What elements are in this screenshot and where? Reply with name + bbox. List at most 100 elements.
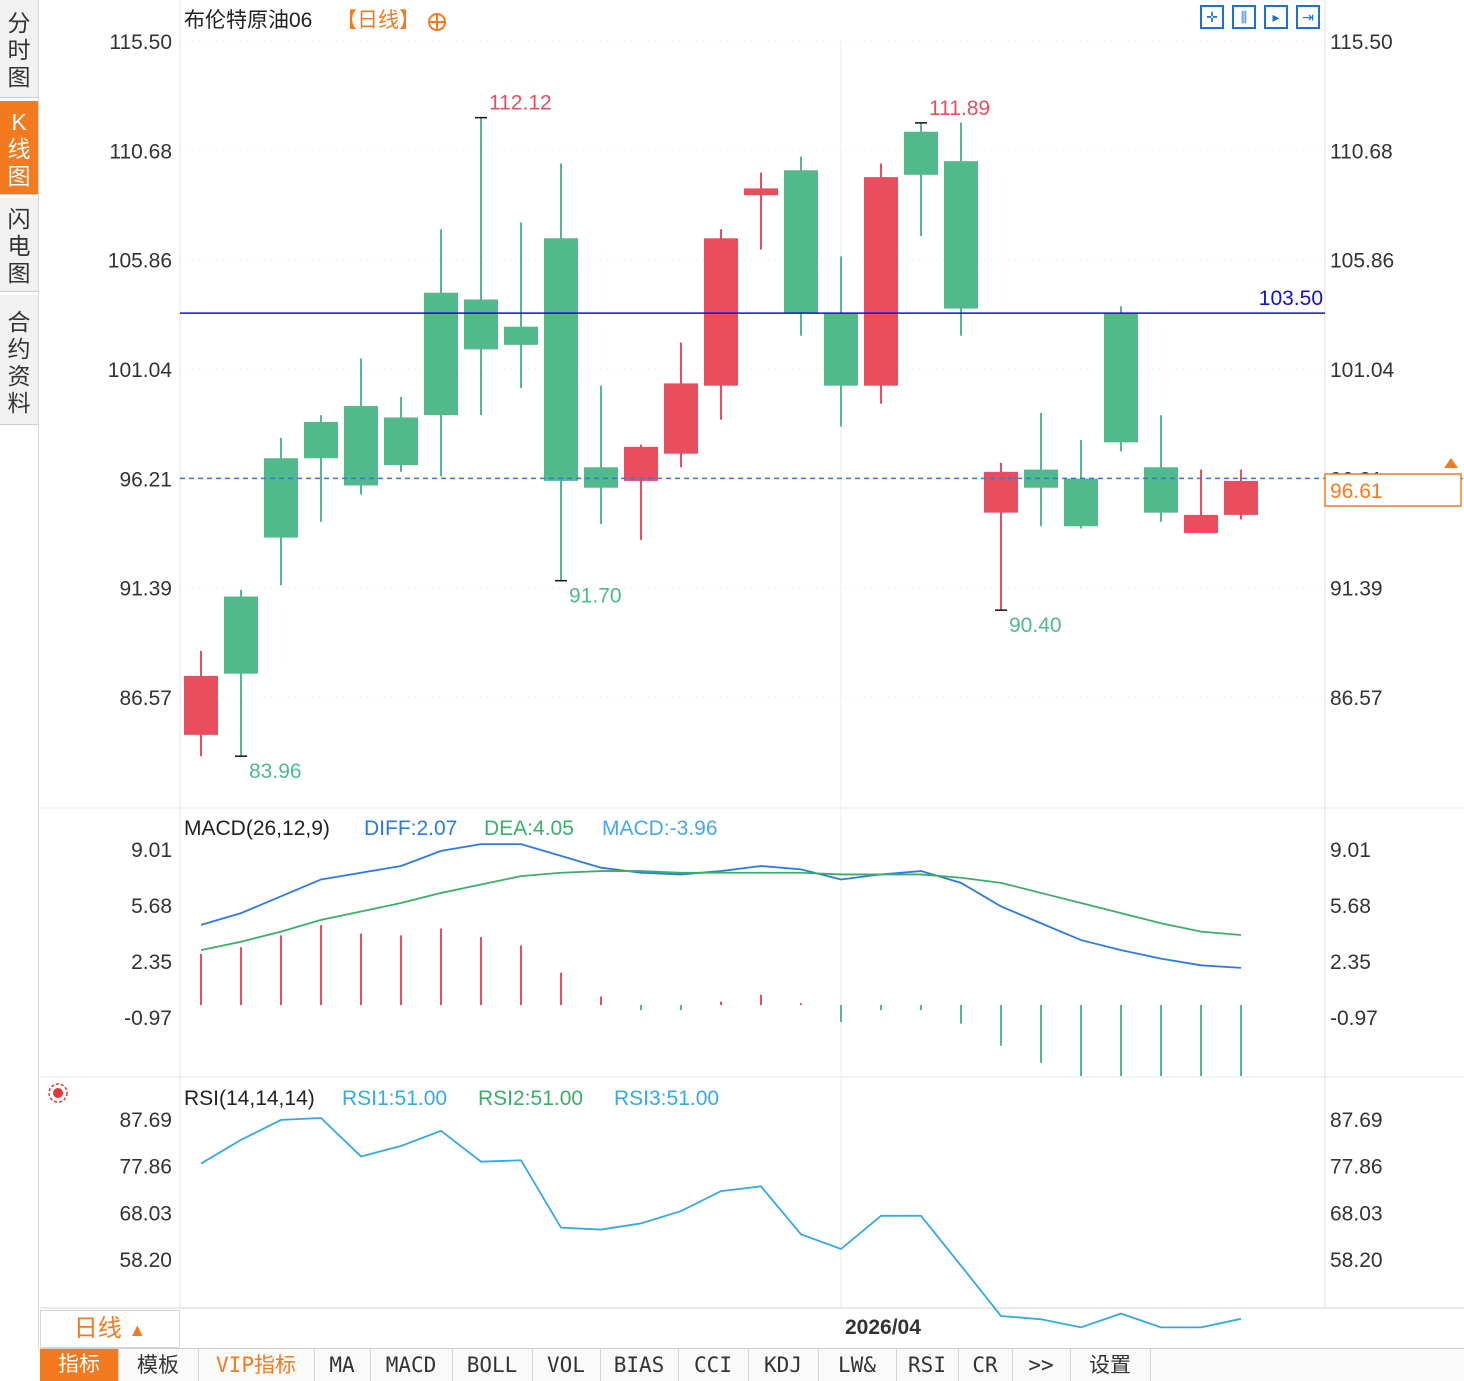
indicator-tab-bar: 指标 模板 VIP指标 MA MACD BOLL VOL BIAS CCI KDJ LW& RSI CR… bbox=[40, 1348, 1464, 1381]
rsi-tick-right: 58.20 bbox=[1330, 1249, 1383, 1272]
candle-body bbox=[464, 299, 498, 350]
rsi-tick-right: 77.86 bbox=[1330, 1156, 1383, 1179]
price-tick-right: 86.57 bbox=[1330, 687, 1383, 710]
candle-body bbox=[1224, 480, 1258, 515]
candle-next-icon[interactable]: ▸ bbox=[1264, 5, 1288, 29]
indicator-tab-8[interactable]: CCI bbox=[678, 1349, 749, 1381]
macd-dea-line bbox=[200, 870, 1242, 952]
price-tick-right: 105.86 bbox=[1330, 250, 1394, 273]
candle-body bbox=[1064, 478, 1098, 527]
rsi-tick-right: 87.69 bbox=[1330, 1109, 1383, 1132]
indicator-tab-13[interactable]: >> bbox=[1012, 1349, 1071, 1381]
date-label: 2026/04 bbox=[845, 1316, 921, 1339]
side-tab-label: 分时图 bbox=[7, 10, 31, 90]
macd-tick-right: 5.68 bbox=[1330, 895, 1371, 918]
indicator-tab-11[interactable]: RSI bbox=[896, 1349, 959, 1381]
candle-body bbox=[1024, 469, 1058, 488]
last-price-label: 96.61 bbox=[1330, 480, 1383, 503]
indicator-tab-4[interactable]: MACD bbox=[370, 1349, 453, 1381]
indicator-tab-0[interactable]: 指标 bbox=[40, 1349, 119, 1381]
macd-panel: 9.01 9.01 5.68 5.68 2.35 2.35 -0.97 -0.97 bbox=[124, 839, 1378, 1076]
candle-body bbox=[544, 238, 578, 481]
rsi2-label: RSI2:51.00 bbox=[478, 1087, 583, 1110]
goto-end-icon[interactable]: ⇥ bbox=[1296, 5, 1320, 29]
candle-zoom-icon[interactable]: ⫼ bbox=[1232, 5, 1256, 29]
price-tick-left: 105.86 bbox=[108, 250, 172, 273]
macd-diff-line bbox=[200, 843, 1242, 969]
price-tick-right: 110.68 bbox=[1330, 140, 1393, 163]
macd-diff-label: DIFF:2.07 bbox=[364, 817, 457, 840]
price-tick-left: 96.21 bbox=[119, 468, 172, 491]
sun-icon[interactable] bbox=[48, 1083, 68, 1103]
price-tick-left: 91.39 bbox=[119, 578, 172, 601]
macd-tick-left: 5.68 bbox=[131, 895, 172, 918]
kline-chart[interactable]: 112.12 111.89 83.96 91.70 90.40 103.50 9.01 9.… bbox=[0, 0, 1464, 1348]
side-tab-contract-info[interactable]: 合约资料 bbox=[0, 295, 38, 425]
candle-body bbox=[584, 467, 618, 488]
triangle-up-icon: ▲ bbox=[128, 1320, 147, 1340]
candle-body bbox=[224, 596, 258, 674]
indicator-tab-1[interactable]: 模板 bbox=[118, 1349, 199, 1381]
axis-labels: 115.50 115.50 110.68 110.68 105.86 105.86 101.… bbox=[108, 31, 1395, 710]
indicator-tab-6[interactable]: VOL bbox=[532, 1349, 601, 1381]
candle-body bbox=[944, 161, 978, 309]
rsi-line bbox=[200, 1117, 1242, 1329]
macd-tick-left: -0.97 bbox=[124, 1007, 172, 1030]
circle-plus-icon[interactable] bbox=[428, 13, 446, 31]
period-tag[interactable]: 【日线】 bbox=[336, 9, 420, 32]
extreme-label: 83.96 bbox=[249, 760, 302, 783]
price-tick-left: 86.57 bbox=[119, 687, 172, 710]
macd-tick-left: 2.35 bbox=[131, 951, 172, 974]
side-tab-label: 闪电图 bbox=[7, 206, 31, 286]
extreme-label: 91.70 bbox=[569, 585, 622, 608]
macd-tick-left: 9.01 bbox=[131, 839, 172, 862]
price-tick-right: 115.50 bbox=[1330, 31, 1393, 54]
candle-body bbox=[784, 170, 818, 314]
indicator-tab-2[interactable]: VIP指标 bbox=[198, 1349, 315, 1381]
macd-tick-right: 9.01 bbox=[1330, 839, 1371, 862]
extreme-label: 112.12 bbox=[489, 92, 552, 115]
indicator-tab-5[interactable]: BOLL bbox=[452, 1349, 533, 1381]
extreme-label: 90.40 bbox=[1009, 614, 1062, 637]
price-tick-right: 101.04 bbox=[1330, 359, 1395, 382]
candle-body bbox=[304, 421, 338, 459]
macd-value-label: MACD:-3.96 bbox=[602, 817, 718, 840]
crosshair-icon[interactable]: ✛ bbox=[1200, 5, 1224, 29]
candle-body bbox=[704, 238, 738, 386]
candle-body bbox=[424, 292, 458, 416]
rsi-tick-right: 68.03 bbox=[1330, 1202, 1383, 1225]
price-tick-left: 101.04 bbox=[108, 359, 173, 382]
candle-body bbox=[664, 383, 698, 454]
candle-body bbox=[1104, 313, 1138, 443]
period-select-button[interactable]: 日线 ▲ bbox=[40, 1310, 180, 1348]
candle-body bbox=[744, 188, 778, 196]
candle-body bbox=[864, 177, 898, 386]
rsi3-label: RSI3:51.00 bbox=[614, 1087, 719, 1110]
indicator-tab-3[interactable]: MA bbox=[314, 1349, 371, 1381]
indicator-tab-12[interactable]: CR bbox=[958, 1349, 1013, 1381]
indicator-tab-7[interactable]: BIAS bbox=[600, 1349, 679, 1381]
last-price-box bbox=[1324, 473, 1462, 507]
candle-body bbox=[904, 131, 938, 175]
indicator-tab-9[interactable]: KDJ bbox=[748, 1349, 819, 1381]
indicator-tab-10[interactable]: LW& bbox=[818, 1349, 897, 1381]
reference-line-label: 103.50 bbox=[1259, 287, 1323, 310]
rsi-panel: 87.69 87.69 77.86 77.86 68.03 68.03 58.20 58.20 bbox=[119, 1109, 1383, 1329]
side-tab-timeshare[interactable]: 分时图 bbox=[0, 0, 38, 98]
price-tick-right: 91.39 bbox=[1330, 578, 1383, 601]
extreme-label: 111.89 bbox=[929, 97, 990, 120]
candle-body bbox=[1184, 514, 1218, 534]
indicator-tab-14[interactable]: 设置 bbox=[1070, 1349, 1151, 1381]
rsi-tick-left: 68.03 bbox=[119, 1202, 172, 1225]
rsi-tick-left: 77.86 bbox=[119, 1156, 172, 1179]
last-price-arrow-icon bbox=[1444, 458, 1458, 468]
candle-body bbox=[824, 313, 858, 386]
period-select-label: 日线 bbox=[73, 1315, 122, 1342]
side-tab-lightning[interactable]: 闪电图 bbox=[0, 198, 38, 292]
candle-body bbox=[264, 458, 298, 538]
overlays-layer: 112.12 111.89 83.96 91.70 90.40 103.50 bbox=[180, 92, 1464, 783]
rsi-tick-left: 58.20 bbox=[119, 1249, 172, 1272]
